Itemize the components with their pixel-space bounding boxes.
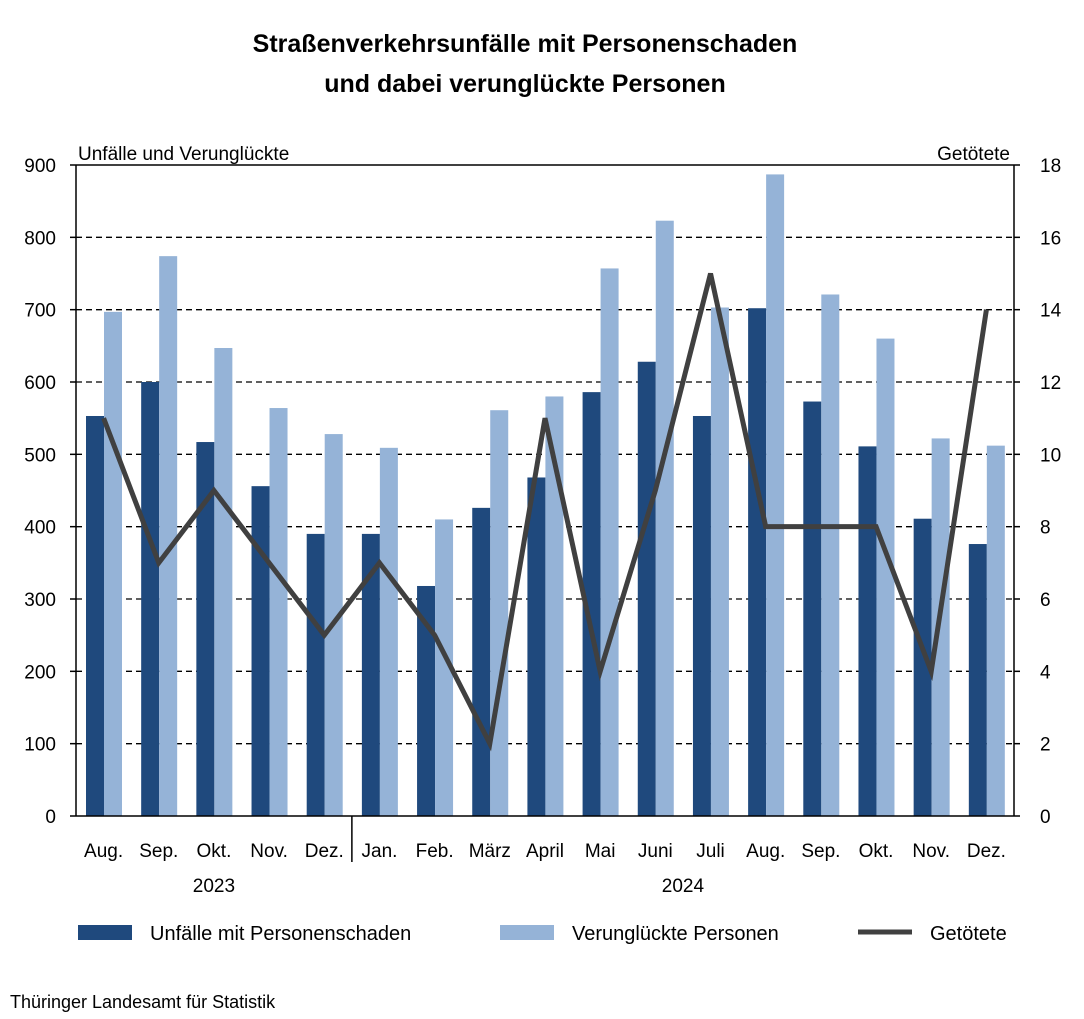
x-tick-label: Dez. bbox=[305, 841, 344, 862]
left-tick-label: 100 bbox=[24, 735, 56, 756]
legend-swatch-accidents bbox=[78, 925, 132, 940]
bar-casualties bbox=[490, 410, 509, 816]
chart-title-line2: und dabei verunglückte Personen bbox=[324, 70, 725, 98]
x-tick-label: März bbox=[469, 841, 511, 862]
bar-accidents bbox=[361, 533, 380, 816]
x-tick-label: Nov. bbox=[250, 841, 288, 862]
legend-label-accidents: Unfälle mit Personenschaden bbox=[150, 923, 411, 945]
x-tick-label: Jan. bbox=[362, 841, 398, 862]
bar-accidents bbox=[582, 392, 601, 816]
bar-casualties bbox=[766, 174, 785, 817]
left-tick-label: 500 bbox=[24, 445, 56, 466]
bar-casualties bbox=[159, 256, 178, 816]
bar-casualties bbox=[986, 445, 1005, 816]
bar-casualties bbox=[214, 348, 233, 816]
left-tick-label: 800 bbox=[24, 228, 56, 249]
bar-accidents bbox=[251, 486, 270, 816]
left-axis-label: Unfälle und Verunglückte bbox=[78, 144, 289, 165]
year-label: 2024 bbox=[662, 876, 705, 897]
right-tick-label: 12 bbox=[1040, 373, 1061, 394]
x-tick-label: Nov. bbox=[912, 841, 950, 862]
bar-casualties bbox=[269, 408, 288, 816]
bar-accidents bbox=[637, 361, 656, 816]
line-fatalities bbox=[101, 272, 989, 752]
x-tick-label: Okt. bbox=[859, 841, 894, 862]
right-tick-label: 4 bbox=[1040, 662, 1051, 683]
x-tick-label: Aug. bbox=[746, 841, 785, 862]
x-tick-label: Feb. bbox=[416, 841, 454, 862]
x-tick-label: Juli bbox=[696, 841, 725, 862]
x-tick-label: Aug. bbox=[84, 841, 123, 862]
x-tick-label: Dez. bbox=[967, 841, 1006, 862]
bar-accidents bbox=[692, 415, 711, 816]
bar-accidents bbox=[472, 507, 491, 816]
right-tick-label: 18 bbox=[1040, 156, 1061, 177]
bar-casualties bbox=[435, 519, 454, 816]
x-tick-label: Juni bbox=[638, 841, 673, 862]
bar-accidents bbox=[141, 382, 160, 816]
source-note: Thüringer Landesamt für Statistik bbox=[10, 992, 276, 1012]
left-tick-label: 400 bbox=[24, 518, 56, 539]
right-tick-label: 10 bbox=[1040, 445, 1061, 466]
bar-accidents bbox=[417, 585, 436, 816]
right-tick-label: 16 bbox=[1040, 228, 1061, 249]
legend-label-fatalities: Getötete bbox=[930, 923, 1007, 945]
left-tick-label: 900 bbox=[24, 156, 56, 177]
line-series bbox=[101, 272, 989, 752]
x-tick-label: Sep. bbox=[801, 841, 840, 862]
bar-casualties bbox=[931, 438, 950, 816]
x-tick-label: April bbox=[526, 841, 564, 862]
x-tick-label: Okt. bbox=[197, 841, 232, 862]
left-tick-label: 200 bbox=[24, 662, 56, 683]
bar-accidents bbox=[803, 401, 822, 816]
x-tick-label: Mai bbox=[585, 841, 616, 862]
plot-frame bbox=[70, 164, 1020, 862]
right-axis-label: Getötete bbox=[937, 144, 1010, 165]
bar-accidents bbox=[968, 544, 987, 816]
year-label: 2023 bbox=[193, 876, 235, 897]
bar-accidents bbox=[913, 518, 932, 816]
bar-casualties bbox=[655, 220, 674, 817]
right-tick-label: 14 bbox=[1040, 301, 1062, 322]
bars bbox=[86, 174, 1005, 817]
bar-accidents bbox=[748, 308, 767, 816]
bar-casualties bbox=[379, 447, 398, 816]
bar-accidents bbox=[86, 415, 104, 816]
legend: Unfälle mit Personenschaden Verunglückte… bbox=[78, 923, 1007, 945]
bar-accidents bbox=[306, 533, 325, 816]
bar-casualties bbox=[600, 268, 619, 817]
left-tick-label: 300 bbox=[24, 590, 56, 611]
left-tick-label: 0 bbox=[45, 807, 56, 828]
bar-casualties bbox=[104, 311, 122, 816]
bar-casualties bbox=[821, 294, 840, 816]
bar-casualties bbox=[710, 307, 729, 816]
x-tick-label: Sep. bbox=[139, 841, 178, 862]
left-tick-label: 600 bbox=[24, 373, 56, 394]
bar-accidents bbox=[196, 442, 215, 816]
tick-labels: 0 100 200 300 400 500 600 700 800 900 0 2 4 6 8 10 12 14 1… bbox=[24, 156, 1061, 897]
bar-accidents bbox=[527, 477, 546, 816]
legend-label-casualties: Verunglückte Personen bbox=[572, 923, 779, 945]
bar-casualties bbox=[545, 396, 564, 816]
right-tick-label: 6 bbox=[1040, 590, 1051, 611]
legend-swatch-casualties bbox=[500, 925, 554, 940]
chart-title-line1: Straßenverkehrsunfälle mit Personenschad… bbox=[253, 30, 798, 58]
right-tick-label: 8 bbox=[1040, 518, 1051, 539]
right-tick-label: 2 bbox=[1040, 735, 1051, 756]
bar-accidents bbox=[858, 446, 877, 816]
right-tick-label: 0 bbox=[1040, 807, 1051, 828]
bar-casualties bbox=[876, 338, 895, 816]
left-tick-label: 700 bbox=[24, 301, 56, 322]
